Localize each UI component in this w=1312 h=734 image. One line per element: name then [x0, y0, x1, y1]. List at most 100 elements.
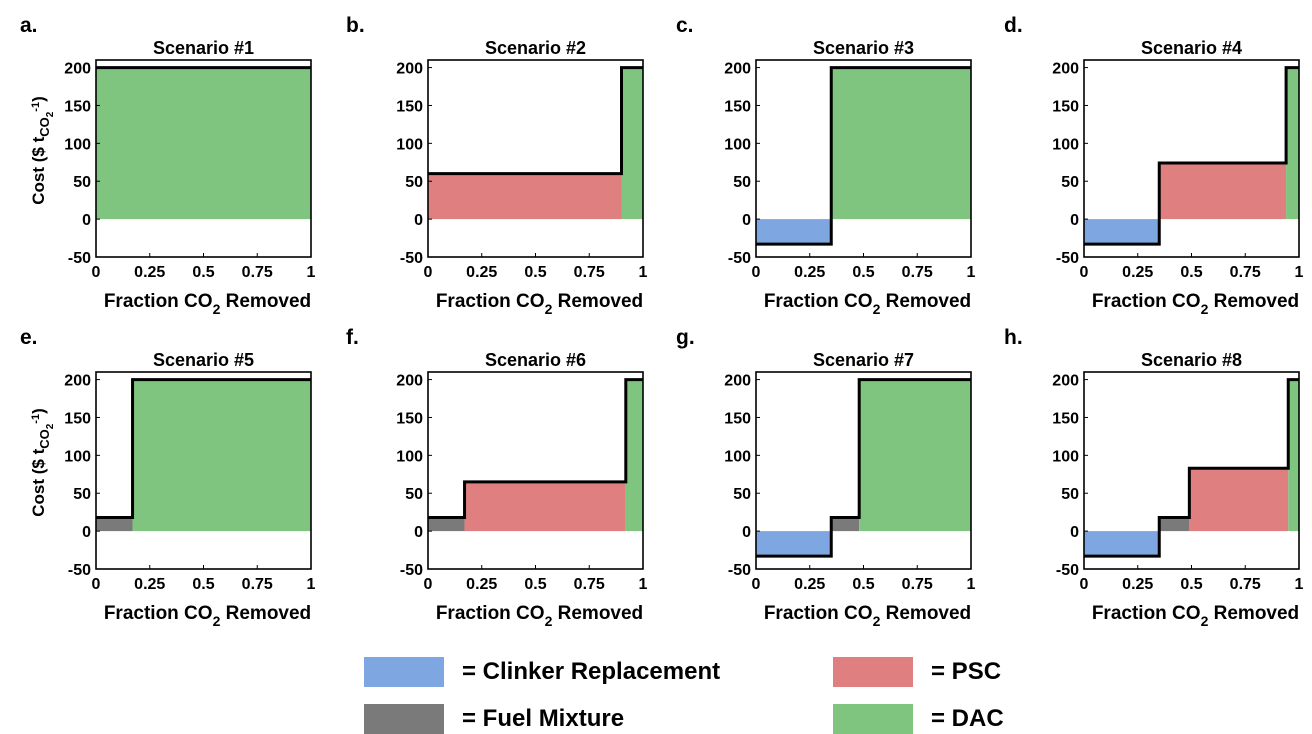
- panel-3-xtick-label: 0.75: [902, 264, 933, 281]
- panel-4-xtick-label: 0.75: [1230, 264, 1261, 281]
- panel-4-area-dac: [1286, 67, 1299, 220]
- panel-8-xtick-label: 1: [1295, 576, 1304, 593]
- panel-3-xtick-label: 0: [752, 264, 761, 281]
- panel-4-title: Scenario #4: [1141, 38, 1242, 58]
- panel-6-cost-curve: [428, 378, 643, 519]
- panel-8-ytick-label: 50: [1061, 486, 1079, 503]
- panel-8-ytick-label: 200: [1052, 373, 1079, 390]
- panel-6-ytick-label: 100: [396, 448, 423, 465]
- panel-2-area-dac: [621, 67, 643, 220]
- panel-4-cost-curve: [1084, 66, 1299, 246]
- panel-2-xtick-label: 1: [639, 264, 648, 281]
- panel-6-ytick-label: 150: [396, 410, 423, 427]
- panel-1-area-dac: [96, 67, 311, 220]
- panel-4-ytick-label: 0: [1070, 212, 1079, 229]
- panel-5-ytick-label: 100: [64, 448, 91, 465]
- panel-1-xtick-label: 1: [307, 264, 316, 281]
- panel-6-area-psc: [464, 481, 626, 532]
- panel-3-area-clinker: [756, 219, 832, 245]
- panel-1-xtick-label: 0.5: [192, 264, 214, 281]
- panel-2-axes-box: [427, 59, 644, 258]
- panel-5-xtick-label: 0.25: [134, 576, 165, 593]
- panel-1-xtick-label: 0: [92, 264, 101, 281]
- panel-2-xtick-label: 0.25: [466, 264, 497, 281]
- panel-4-ytick-label: 200: [1052, 61, 1079, 78]
- panel-3-ytick-label: 100: [724, 136, 751, 153]
- panel-6-ytick-label: -50: [400, 562, 423, 579]
- panel-5-ytick-label: 200: [64, 373, 91, 390]
- panel-4-letter: d.: [1004, 14, 1023, 37]
- panel-3-ytick-label: 200: [724, 61, 751, 78]
- panel-7-letter: g.: [676, 326, 695, 349]
- panel-7-xtick-label: 0: [752, 576, 761, 593]
- panel-3-xlabel: Fraction CO2 Removed: [764, 291, 971, 317]
- panel-5-area-fuel: [96, 517, 133, 532]
- panel-7-ytick-label: 0: [742, 524, 751, 541]
- panel-1-ytick-label: 100: [64, 136, 91, 153]
- panel-6-title: Scenario #6: [485, 350, 586, 370]
- panel-5-ytick-label: 50: [73, 486, 91, 503]
- panel-1-title: Scenario #1: [153, 38, 254, 58]
- panel-7-ytick-label: 200: [724, 373, 751, 390]
- panel-7-area-dac: [859, 379, 971, 532]
- panel-7-ytick-label: 50: [733, 486, 751, 503]
- panel-7-xtick-label: 1: [967, 576, 976, 593]
- panel-3-cost-curve: [756, 66, 971, 246]
- panel-3-ytick-label: 50: [733, 174, 751, 191]
- panel-5-xtick-label: 1: [307, 576, 316, 593]
- panel-2-xtick-label: 0.5: [524, 264, 546, 281]
- panel-7-xlabel: Fraction CO2 Removed: [764, 603, 971, 629]
- panel-2-ytick-label: 150: [396, 98, 423, 115]
- panel-2-xtick-label: 0: [424, 264, 433, 281]
- panel-8-xlabel: Fraction CO2 Removed: [1092, 603, 1299, 629]
- panel-8-ytick-label: 0: [1070, 524, 1079, 541]
- panel-8-xtick-label: 0.75: [1230, 576, 1261, 593]
- panel-7-ytick-label: 100: [724, 448, 751, 465]
- panel-3-title: Scenario #3: [813, 38, 914, 58]
- panel-8-cost-curve: [1084, 378, 1299, 558]
- panel-2-ytick-label: 200: [396, 61, 423, 78]
- panel-2-area-psc: [428, 173, 622, 220]
- panel-4-xlabel: Fraction CO2 Removed: [1092, 291, 1299, 317]
- panel-2-title: Scenario #2: [485, 38, 586, 58]
- panel-4-ytick-label: 150: [1052, 98, 1079, 115]
- panel-6-ytick-label: 200: [396, 373, 423, 390]
- panel-6-ytick-label: 50: [405, 486, 423, 503]
- panel-5-title: Scenario #5: [153, 350, 254, 370]
- panel-8-title: Scenario #8: [1141, 350, 1242, 370]
- panel-4-xtick-label: 0.25: [1122, 264, 1153, 281]
- panel-2-ytick-label: -50: [400, 250, 423, 267]
- panel-2-ytick-label: 100: [396, 136, 423, 153]
- panel-7-xtick-label: 0.25: [794, 576, 825, 593]
- panel-5-xlabel: Fraction CO2 Removed: [104, 603, 311, 629]
- panel-7-area-fuel: [831, 517, 860, 532]
- panel-4-xtick-label: 1: [1295, 264, 1304, 281]
- panel-6-xtick-label: 1: [639, 576, 648, 593]
- panel-6-xtick-label: 0: [424, 576, 433, 593]
- panel-8-letter: h.: [1004, 326, 1023, 349]
- panel-8-area-dac: [1288, 379, 1299, 532]
- panel-7-ytick-label: 150: [724, 410, 751, 427]
- panel-3-xtick-label: 0.25: [794, 264, 825, 281]
- panel-8-ytick-label: 150: [1052, 410, 1079, 427]
- panel-2-xlabel: Fraction CO2 Removed: [436, 291, 643, 317]
- panel-1-ylabel: Cost ($ tCO2-1): [29, 96, 56, 205]
- panel-8-ytick-label: 100: [1052, 448, 1079, 465]
- panel-6-area-fuel: [428, 517, 465, 532]
- panel-7-xtick-label: 0.5: [852, 576, 874, 593]
- panel-5-xtick-label: 0.5: [192, 576, 214, 593]
- panel-6-xlabel: Fraction CO2 Removed: [436, 603, 643, 629]
- panel-7-cost-curve: [756, 378, 971, 558]
- panel-3-ytick-label: -50: [728, 250, 751, 267]
- panel-6-area-dac: [625, 379, 643, 532]
- panel-8-xtick-label: 0: [1080, 576, 1089, 593]
- panel-3-area-dac: [831, 67, 971, 220]
- panel-4-area-psc: [1159, 163, 1287, 220]
- panel-3-xtick-label: 1: [967, 264, 976, 281]
- panel-1-ytick-label: 150: [64, 98, 91, 115]
- panel-6-axes-box: [427, 371, 644, 570]
- panel-8-area-clinker: [1084, 531, 1160, 557]
- panel-2-letter: b.: [346, 14, 365, 37]
- panel-5-xtick-label: 0.75: [242, 576, 273, 593]
- panel-7-title: Scenario #7: [813, 350, 914, 370]
